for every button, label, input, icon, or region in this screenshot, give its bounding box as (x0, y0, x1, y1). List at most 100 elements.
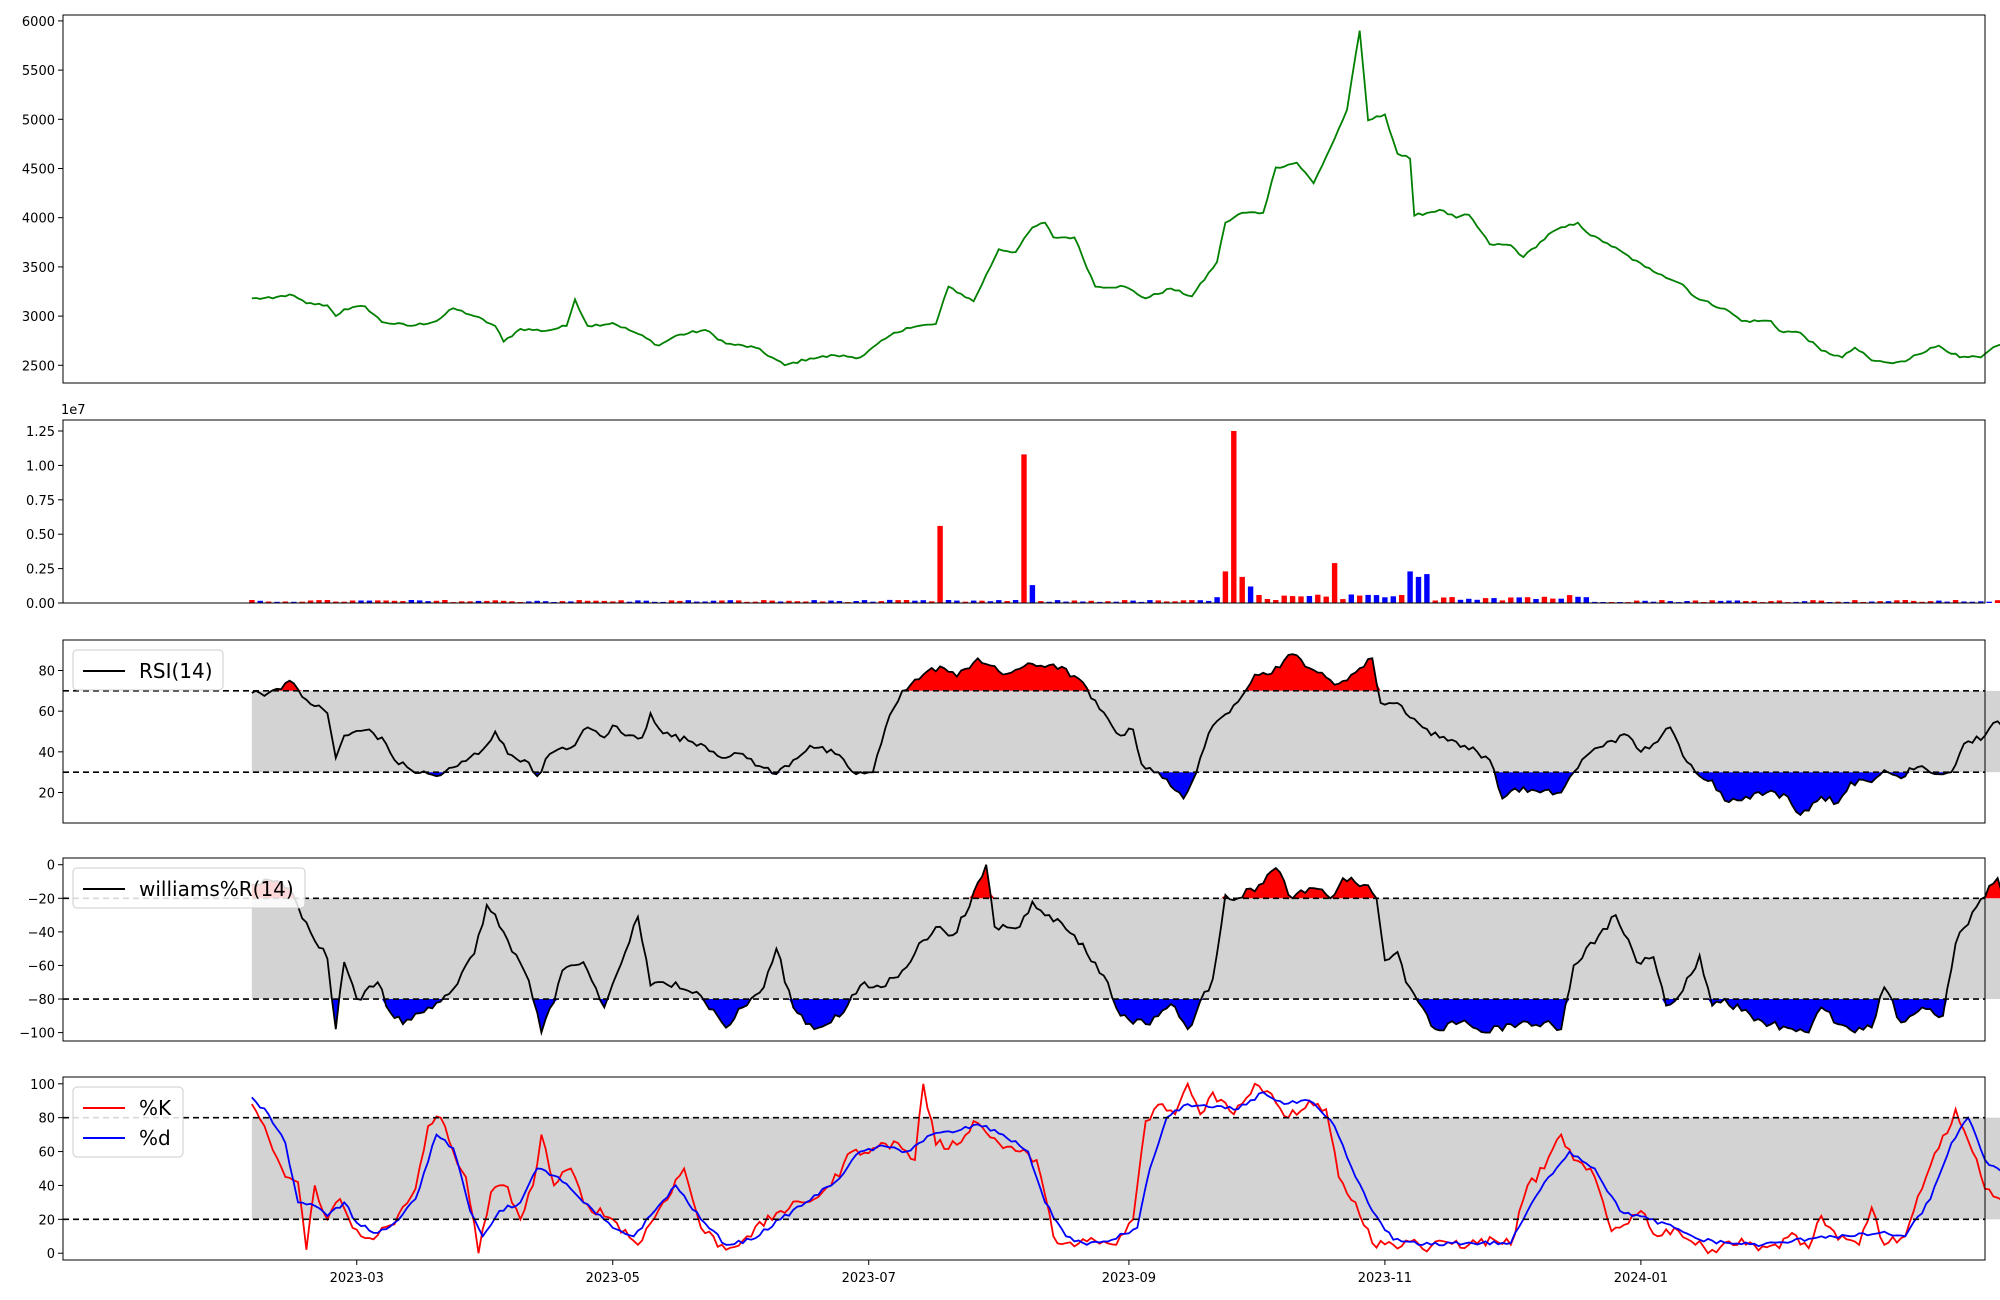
volume-bar (702, 601, 708, 603)
volume-bar (358, 600, 364, 603)
volume-bar (1247, 586, 1254, 603)
stochastic-panel: 0 20 40 60 80 100 %K %d (30, 1076, 2000, 1262)
volume-bar (341, 601, 347, 603)
volume-bar (1281, 595, 1287, 603)
volume-bar (274, 601, 280, 603)
volume-bar (425, 601, 431, 603)
volume-bar (979, 600, 985, 603)
y-tick-label: −20 (28, 892, 55, 907)
volume-bar (1952, 600, 1959, 603)
volume-bar (509, 601, 515, 603)
y-tick-label: 60 (38, 705, 55, 720)
volume-bar (484, 600, 490, 603)
volume-bar (442, 600, 448, 603)
volume-bar (1046, 601, 1052, 603)
volume-bar (895, 600, 901, 603)
y-tick-label: 100 (30, 1078, 55, 1093)
volume-bar (1172, 601, 1178, 603)
volume-bar (937, 525, 943, 603)
price-panel: 2500 3000 3500 4000 4500 5000 5500 6000 (22, 14, 2000, 384)
volume-bar (1415, 576, 1422, 603)
volume-bar (1096, 601, 1103, 603)
volume-bar (1516, 597, 1522, 603)
volume-bar (601, 600, 608, 603)
volume-bar (1894, 600, 1900, 603)
volume-scale-label: 1e7 (61, 403, 86, 418)
axes-frame (62, 419, 1986, 604)
volume-bar (626, 601, 633, 603)
volume-bar (761, 600, 767, 603)
volume-bar (668, 600, 675, 603)
oversold-fill (251, 772, 2000, 815)
axes-frame (62, 857, 1986, 1042)
volume-bar (316, 600, 322, 603)
volume-bar (1441, 597, 1447, 603)
volume-bar (391, 600, 398, 603)
y-tick-label: 0.25 (26, 563, 55, 578)
volume-bar (257, 600, 263, 603)
volume-bar (1021, 454, 1027, 603)
volume-bar (786, 600, 792, 603)
volume-bar (500, 600, 507, 603)
volume-bar (1315, 594, 1321, 603)
volume-bar (1457, 599, 1464, 603)
volume-bar (1684, 601, 1690, 603)
volume-bar (710, 600, 717, 603)
legend-box (72, 649, 224, 691)
volume-bar (1365, 594, 1371, 603)
volume-bar (324, 600, 331, 603)
volume-bar (467, 601, 473, 603)
volume-bar (996, 600, 1002, 603)
volume-bar (1743, 601, 1749, 603)
y-tick-label: 3000 (22, 310, 55, 325)
volume-bar (945, 600, 952, 603)
volume-bar (1105, 601, 1111, 603)
volume-bar (1969, 601, 1976, 603)
legend-label: %K (139, 1096, 172, 1120)
volume-bar (559, 601, 566, 603)
volume-bar (307, 600, 314, 603)
volume-bar (1877, 601, 1883, 603)
volume-bar (349, 600, 356, 603)
volume-bar (727, 600, 733, 603)
volume-bar (920, 600, 926, 603)
volume-bar (1801, 601, 1808, 603)
volume-bar (870, 601, 876, 603)
rsi-line (251, 653, 2000, 817)
volume-bar (1919, 601, 1925, 603)
volume-bar (635, 600, 641, 603)
x-tick-label: 2024-01 (1614, 1271, 1668, 1286)
volume-bar (1382, 597, 1388, 603)
y-tick-label: −100 (19, 1027, 55, 1042)
volume-bar (1399, 595, 1405, 603)
volume-bar (1558, 598, 1564, 603)
volume-bar (459, 601, 465, 603)
volume-bar (1432, 600, 1438, 603)
volume-bar (1911, 600, 1917, 603)
volume-bar (1751, 600, 1757, 603)
volume-bar (366, 600, 373, 603)
legend-box (72, 867, 306, 909)
y-tick-label: −60 (28, 959, 55, 974)
k-line (251, 1081, 2000, 1255)
x-tick-label: 2023-05 (586, 1271, 640, 1286)
williams-panel: 0 −20 −40 −60 −80 −100 williams%R(14) (19, 857, 2000, 1042)
x-axis: 2023-03 2023-05 2023-07 2023-09 2023-11 2024-… (330, 1260, 1668, 1286)
y-tick-label: 60 (38, 1146, 55, 1161)
y-tick-label: 6000 (22, 15, 55, 30)
y-tick-label: −40 (28, 926, 55, 941)
y-tick-label: 40 (38, 746, 55, 761)
volume-bar (1524, 597, 1531, 603)
volume-bar (1885, 601, 1892, 603)
volume-bar (475, 600, 482, 603)
volume-bar (400, 601, 406, 603)
y-tick-label: 1.25 (26, 425, 55, 440)
volume-bar (1147, 600, 1153, 603)
y-tick-label: 3500 (22, 261, 55, 276)
volume-bar (1340, 599, 1346, 603)
volume-bar (1550, 598, 1556, 603)
x-tick-label: 2023-07 (842, 1271, 896, 1286)
volume-bar (1180, 600, 1187, 603)
volume-bar (375, 600, 381, 603)
